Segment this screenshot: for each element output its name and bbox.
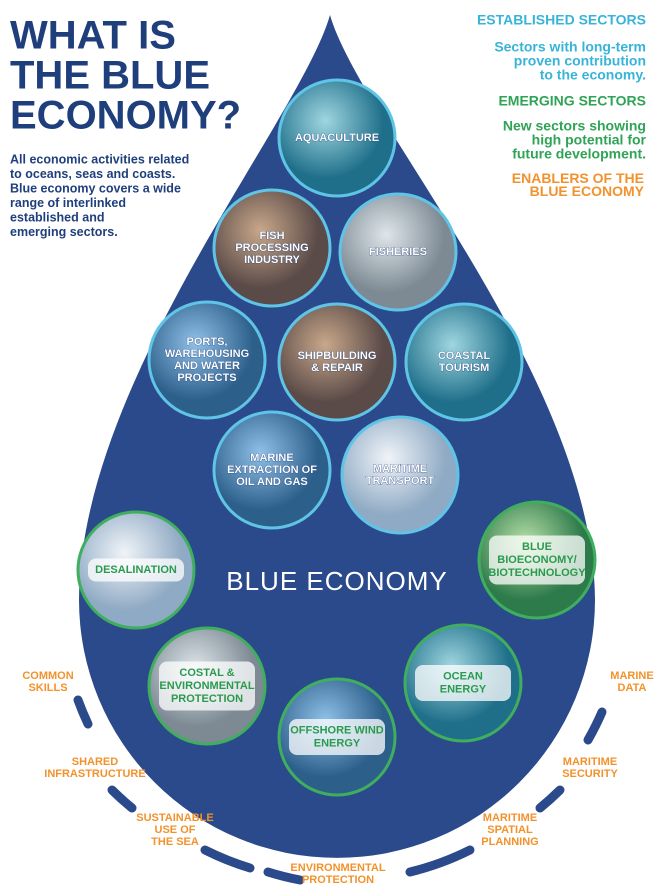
sector-label: MARITIME xyxy=(373,463,427,475)
sector-label: COSTAL & xyxy=(179,667,234,679)
sector-label: DESALINATION xyxy=(95,564,177,576)
sector-label: AQUACULTURE xyxy=(295,132,379,144)
enabler-label: MARITIME xyxy=(563,756,617,768)
sector-label: WAREHOUSING xyxy=(165,348,249,360)
intro-line: to oceans, seas and coasts. xyxy=(10,167,175,181)
sector-label: ENERGY xyxy=(440,683,487,695)
sector-label: FISHERIES xyxy=(369,246,427,258)
sector-label: INDUSTRY xyxy=(244,254,300,266)
sector-label: PROCESSING xyxy=(235,242,308,254)
enabler-label: SUSTAINABLE xyxy=(136,812,213,824)
enabler-label: SECURITY xyxy=(562,768,618,780)
enabler-label: INFRASTRUCTURE xyxy=(44,768,145,780)
sector-label: AND WATER xyxy=(174,360,240,372)
title-line: WHAT IS xyxy=(10,14,176,58)
sector-label: SHIPBUILDING xyxy=(298,350,377,362)
sector-label: TRANSPORT xyxy=(366,475,435,487)
enabler-label: MARITIME xyxy=(483,812,537,824)
infographic: WHAT ISTHE BLUEECONOMY? All economic acti… xyxy=(0,0,657,886)
enabler-label: PLANNING xyxy=(481,836,538,848)
enabler-label: THE SEA xyxy=(151,836,199,848)
legend-text: to the economy. xyxy=(540,67,646,83)
sector-label: COASTAL xyxy=(438,350,491,362)
enabler-label: ENVIRONMENTAL xyxy=(290,862,385,874)
enabler-label: PROTECTION xyxy=(302,874,374,886)
sector-label: ENVIRONMENTAL xyxy=(159,680,254,692)
sector-label: OIL AND GAS xyxy=(236,476,308,488)
intro-line: Blue economy covers a wide xyxy=(10,181,181,195)
legend-heading: ESTABLISHED SECTORS xyxy=(477,12,646,28)
enabler-label: SKILLS xyxy=(28,682,67,694)
enabler-label: COMMON xyxy=(22,670,73,682)
center-label: BLUE ECONOMY xyxy=(226,566,448,596)
enabler-label: SPATIAL xyxy=(487,824,533,836)
sector-label: OCEAN xyxy=(443,670,483,682)
enabler-label: USE OF xyxy=(155,824,196,836)
intro-line: emerging sectors. xyxy=(10,225,118,239)
sector-label: EXTRACTION OF xyxy=(227,464,317,476)
sector-label: ENERGY xyxy=(314,737,361,749)
enabler-label: MARINE xyxy=(610,670,653,682)
enabler-label: DATA xyxy=(618,682,647,694)
legend-heading: EMERGING SECTORS xyxy=(498,93,646,109)
sector-label: OFFSHORE WIND xyxy=(290,724,384,736)
sector-label: MARINE xyxy=(250,452,293,464)
legend-heading: BLUE ECONOMY xyxy=(530,183,645,199)
sector-label: PROJECTS xyxy=(177,372,236,384)
legend-text: future development. xyxy=(512,146,646,162)
intro-line: established and xyxy=(10,210,104,224)
sector-label: PROTECTION xyxy=(171,693,243,705)
enabler-label: SHARED xyxy=(72,756,119,768)
sector-label: BIOECONOMY/ xyxy=(497,554,576,566)
intro-line: range of interlinked xyxy=(10,196,126,210)
intro-line: All economic activities related xyxy=(10,152,189,166)
sector-label: TOURISM xyxy=(439,362,490,374)
sector-label: BLUE xyxy=(522,541,552,553)
sector-label: PORTS, xyxy=(187,336,228,348)
title-line: THE BLUE xyxy=(10,54,210,98)
sector-label: FISH xyxy=(259,230,284,242)
sector-label: BIOTECHNOLOGY xyxy=(488,567,586,579)
sector-label: & REPAIR xyxy=(311,362,363,374)
title-line: ECONOMY? xyxy=(10,94,241,138)
